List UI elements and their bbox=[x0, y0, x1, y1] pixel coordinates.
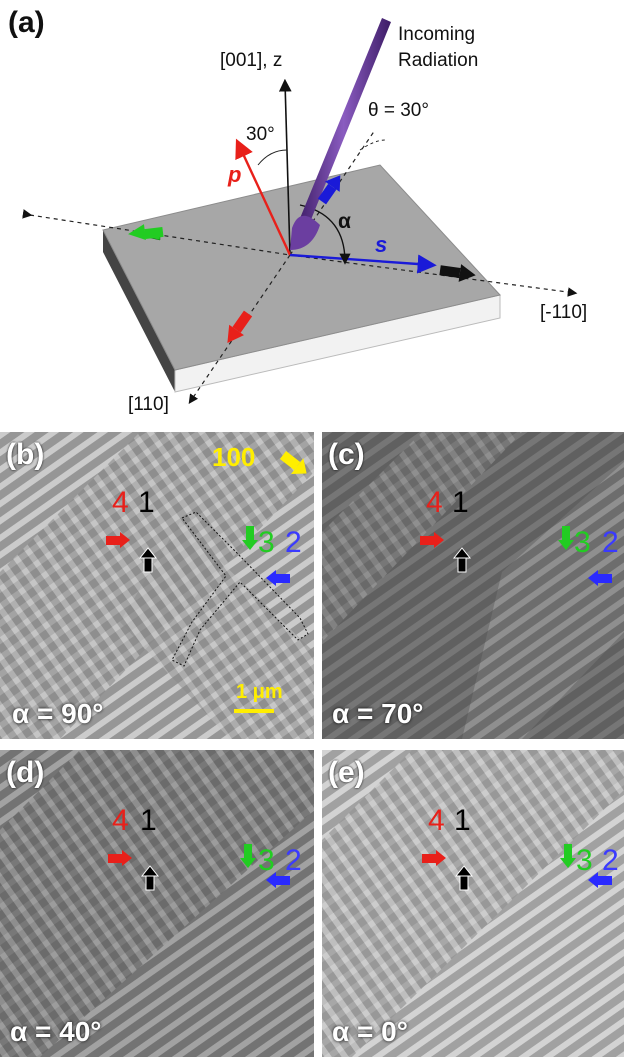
panel-d-label: (d) bbox=[6, 756, 45, 789]
label-3: 3 bbox=[574, 526, 591, 559]
red-arrow bbox=[108, 850, 132, 866]
label-3: 3 bbox=[258, 526, 275, 559]
green-arrow bbox=[558, 526, 574, 550]
panel-a-diagram: (a) [001], z Incoming Radiation θ = 30° … bbox=[0, 0, 624, 420]
label-4: 4 bbox=[426, 486, 443, 519]
label-1: 1 bbox=[454, 804, 471, 837]
direction-100-label: 100 bbox=[212, 442, 256, 472]
red-arrow bbox=[422, 850, 446, 866]
slab-left-side bbox=[103, 230, 175, 392]
panel-e-image bbox=[322, 750, 624, 1057]
panel-c-image bbox=[322, 432, 624, 739]
alpha-label: α bbox=[338, 210, 351, 233]
outlined-domain bbox=[171, 511, 309, 667]
label-1: 1 bbox=[452, 486, 469, 519]
black-arrow bbox=[140, 865, 160, 891]
panel-e-micrograph: (e) 4 1 3 2 α = 0° bbox=[322, 750, 624, 1057]
panel-c-micrograph: (c) 4 1 3 2 α = 70° bbox=[322, 432, 624, 739]
red-arrow bbox=[227, 310, 253, 344]
green-arrow bbox=[240, 844, 256, 868]
panel-c-label: (c) bbox=[328, 438, 365, 471]
red-arrow bbox=[106, 532, 130, 548]
geometry-schematic bbox=[22, 18, 578, 404]
panel-b-image bbox=[0, 432, 314, 739]
angle-arc-theta bbox=[359, 139, 386, 151]
label-2: 2 bbox=[602, 526, 619, 559]
alpha-value: α = 90° bbox=[12, 698, 104, 729]
black-arrow bbox=[439, 264, 476, 282]
label-2: 2 bbox=[602, 844, 619, 877]
yellow-arrow bbox=[279, 451, 307, 474]
green-arrow bbox=[560, 844, 576, 868]
panel-a-label: (a) bbox=[8, 6, 45, 39]
label-4: 4 bbox=[112, 804, 129, 837]
black-arrow bbox=[138, 547, 158, 573]
blue-arrow bbox=[588, 570, 612, 586]
angle-arc-30 bbox=[257, 149, 288, 166]
p-label: p bbox=[228, 162, 242, 187]
black-arrow bbox=[452, 547, 472, 573]
alpha-value: α = 0° bbox=[332, 1016, 408, 1047]
scale-bar-label: 1 μm bbox=[236, 681, 283, 703]
direction-110-label: [110] bbox=[128, 394, 169, 415]
s-label: s bbox=[375, 232, 388, 257]
incoming-label-line1: Incoming bbox=[398, 24, 476, 45]
direction-m110-label: [-110] bbox=[540, 302, 588, 323]
panel-d-image bbox=[0, 750, 314, 1057]
s-vector bbox=[289, 253, 437, 274]
label-3: 3 bbox=[576, 844, 593, 877]
green-arrow bbox=[242, 526, 258, 550]
black-arrow bbox=[454, 865, 474, 891]
label-4: 4 bbox=[112, 486, 129, 519]
label-2: 2 bbox=[285, 526, 302, 559]
label-4: 4 bbox=[428, 804, 445, 837]
incoming-radiation-beam bbox=[296, 18, 391, 232]
label-2: 2 bbox=[285, 844, 302, 877]
panel-d-micrograph: (d) 4 1 3 2 α = 40° bbox=[0, 750, 314, 1057]
panel-e-label: (e) bbox=[328, 756, 365, 789]
alpha-value: α = 70° bbox=[332, 698, 424, 729]
scale-bar bbox=[234, 709, 274, 713]
panel-b-micrograph: (b) 4 1 3 2 100 1 μm α = 90° bbox=[0, 432, 314, 739]
z-axis-label: [001], z bbox=[220, 50, 283, 71]
red-arrow bbox=[420, 532, 444, 548]
angle-30-label: 30° bbox=[246, 124, 275, 145]
blue-arrow bbox=[266, 872, 290, 888]
z-axis bbox=[278, 78, 292, 256]
alpha-value: α = 40° bbox=[10, 1016, 102, 1047]
blue-arrow bbox=[317, 175, 341, 205]
p-vector bbox=[235, 138, 292, 256]
label-1: 1 bbox=[138, 486, 155, 519]
label-1: 1 bbox=[140, 804, 157, 837]
blue-arrow bbox=[266, 570, 290, 586]
panel-b-label: (b) bbox=[6, 438, 45, 471]
theta-label: θ = 30° bbox=[368, 100, 429, 121]
blue-arrow bbox=[588, 872, 612, 888]
label-3: 3 bbox=[258, 844, 275, 877]
incoming-label-line2: Radiation bbox=[398, 50, 479, 71]
